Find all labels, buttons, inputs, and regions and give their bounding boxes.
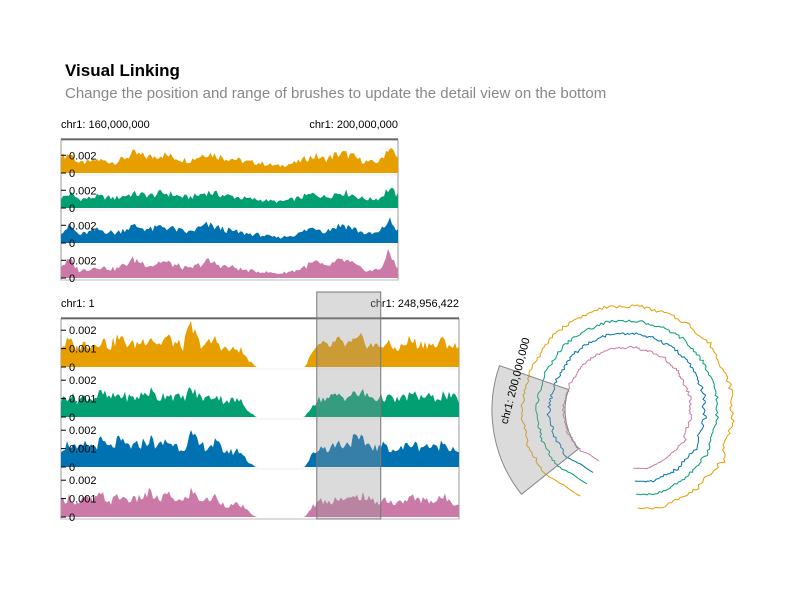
page-title: Visual Linking [65, 61, 180, 80]
track-area-4 [61, 487, 459, 517]
y-tick-label: 0.002 [69, 425, 97, 437]
y-tick-label: 0 [69, 168, 75, 180]
y-tick-label: 0.002 [69, 475, 97, 487]
y-tick-label: 0.002 [69, 325, 97, 337]
y-tick-label: 0.002 [69, 185, 97, 197]
track-area-3 [61, 429, 459, 467]
x-tick-label-end: chr1: 248,956,422 [370, 298, 459, 310]
detail-view[interactable]: chr1: 160,000,000 chr1: 200,000,000 0.002 0… [60, 119, 399, 285]
overview-view[interactable]: chr1: 1 chr1: 248,956,4220.0020.00100.002… [60, 291, 460, 524]
x-tick-label-end: chr1: 200,000,000 [309, 119, 398, 131]
y-tick-label: 0 [69, 203, 75, 215]
y-tick-label: 0.001 [69, 494, 97, 506]
y-tick-label: 0 [69, 512, 75, 524]
track-area-1 [61, 321, 459, 367]
y-tick-label: 0.001 [69, 444, 97, 456]
track-area-4 [61, 248, 398, 278]
track-area-1 [61, 148, 398, 173]
circular-track-1 [520, 304, 735, 510]
y-tick-label: 0 [69, 238, 75, 250]
track-area-3 [61, 217, 398, 243]
y-tick-label: 0.002 [69, 375, 97, 387]
circular-view[interactable]: chr1: 200,000,000 [491, 304, 735, 510]
track-area-2 [61, 187, 398, 208]
y-tick-label: 0.001 [69, 394, 97, 406]
circular-brush[interactable] [491, 364, 580, 496]
x-tick-label-start: chr1: 1 [61, 298, 95, 310]
y-tick-label: 0.001 [69, 344, 97, 356]
y-tick-label: 0.002 [69, 255, 97, 267]
y-tick-label: 0 [69, 462, 75, 474]
y-tick-label: 0 [69, 412, 75, 424]
x-tick-label-start: chr1: 160,000,000 [61, 119, 150, 131]
y-tick-label: 0 [69, 273, 75, 285]
circular-track-4 [561, 345, 693, 470]
circular-track-2 [535, 319, 720, 496]
y-tick-label: 0.002 [69, 220, 97, 232]
circular-track-3 [546, 332, 707, 483]
page-subtitle: Change the position and range of brushes… [65, 85, 607, 102]
y-tick-label: 0 [69, 362, 75, 374]
range-brush[interactable] [316, 291, 382, 520]
y-tick-label: 0.002 [69, 150, 97, 162]
track-area-2 [61, 387, 459, 417]
